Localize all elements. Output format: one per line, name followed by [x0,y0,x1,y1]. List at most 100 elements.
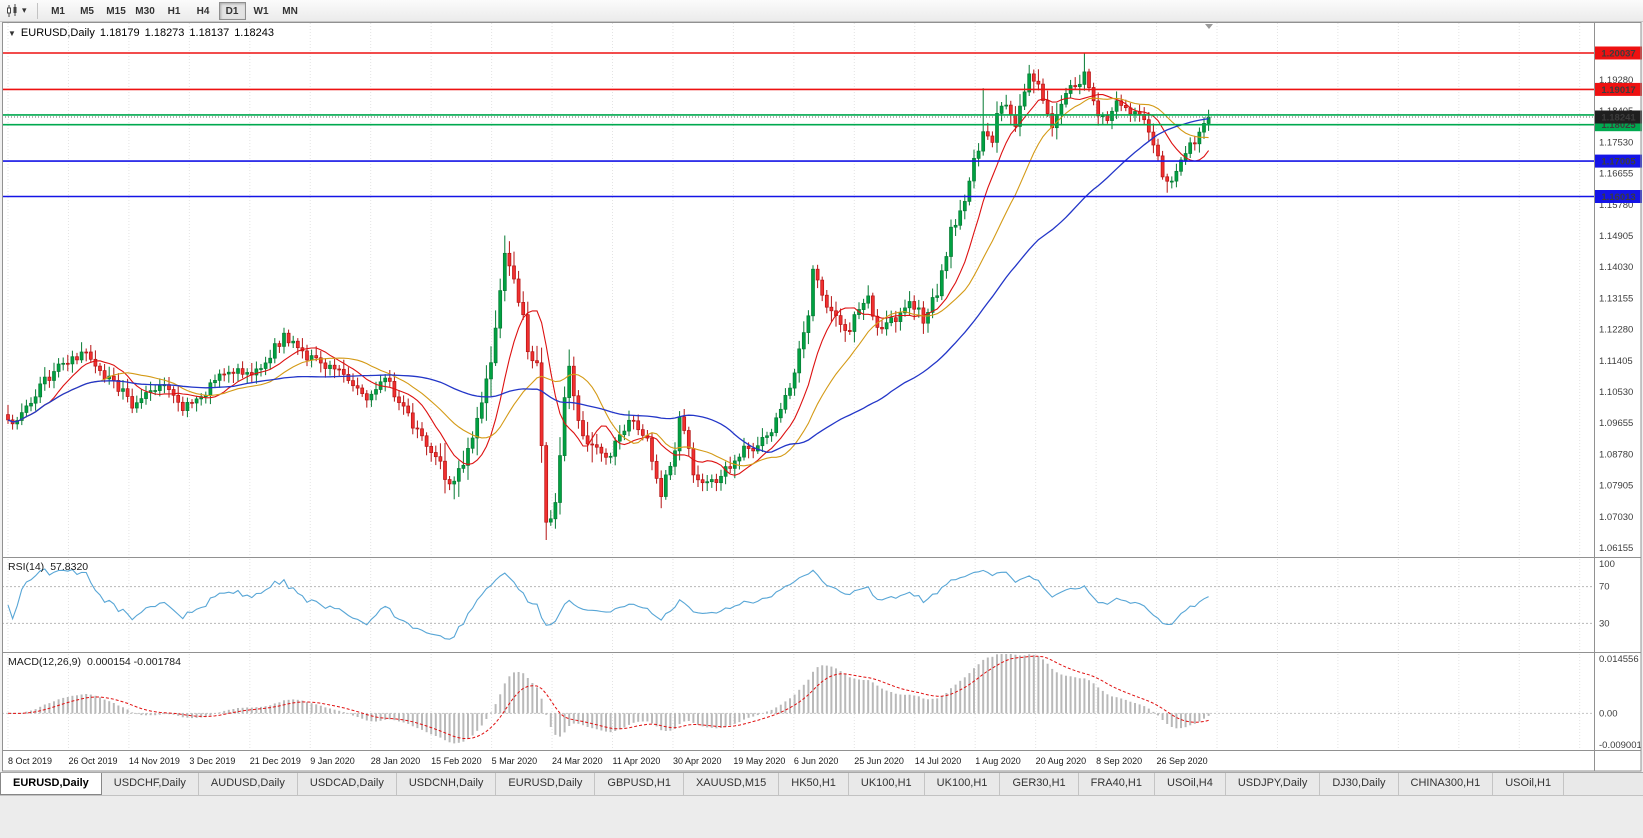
window-bottom-area [0,795,1643,838]
timeframe-button-mn[interactable]: MN [277,2,304,20]
chart-tab-usdcnh-daily[interactable]: USDCNH,Daily [397,773,497,795]
date-axis-label: 25 Jun 2020 [854,756,904,766]
ma-fast-line [7,93,1210,476]
macd-name: MACD(12,26,9) [8,656,81,668]
chart-border [2,22,1642,772]
price-axis-label: 1.08780 [1599,449,1633,460]
timeframe-button-w1[interactable]: W1 [248,2,275,20]
chart-tab-usoil-h4[interactable]: USOil,H4 [1155,773,1226,795]
date-axis-label: 6 Jun 2020 [793,756,839,766]
macd-axis-label: 0.014556 [1599,654,1639,665]
chart-tab-usoil-h1[interactable]: USOil,H1 [1493,773,1565,795]
date-axis-label: 20 Aug 2020 [1035,756,1087,766]
chart-tab-audusd-daily[interactable]: AUDUSD,Daily [199,773,298,795]
rsi-axis-label: 100 [1599,559,1615,570]
rsi-line [7,568,1209,640]
macd-indicator-title: MACD(12,26,9) 0.000154 -0.001784 [8,656,187,668]
price-tag [1595,110,1642,124]
date-axis-label: 24 Mar 2020 [552,756,603,766]
rsi-axis-label: 30 [1599,618,1610,629]
date-axis[interactable]: 8 Oct 2019 26 Oct 2019 14 Nov 2019 3 Dec 20… [0,751,1594,771]
timeframe-button-m1[interactable]: M1 [45,2,72,20]
grid [7,23,1581,750]
date-axis-label: 9 Jan 2020 [310,756,355,766]
macd-histogram [11,654,1210,744]
date-axis-label: 1 Aug 2020 [975,756,1021,766]
date-axis-label: 15 Feb 2020 [431,756,482,766]
price-axis-label: 1.11405 [1599,356,1633,367]
price-axis-label: 1.10530 [1599,387,1633,398]
price-tag-label: 1.18241 [1601,113,1636,124]
chart-tabs: EURUSD,Daily USDCHF,Daily AUDUSD,Daily USDC… [0,772,1643,795]
date-axis-label: 26 Oct 2019 [68,756,118,766]
ma-mid-line [7,97,1209,467]
macd-axis-label: 0.00 [1599,708,1618,719]
chart-tab-hk50-h1[interactable]: HK50,H1 [779,773,849,795]
macd-values: 0.000154 -0.001784 [86,656,181,668]
price-tag [1595,82,1642,96]
price-tag-label: 1.17005 [1601,157,1636,168]
price-axis-label: 1.07030 [1599,512,1633,523]
price-tag [1595,190,1642,203]
price-axis-label: 1.16655 [1599,169,1633,180]
candlestick-chart-icon[interactable] [5,3,20,18]
chart-symbol: EURUSD,Daily [20,27,95,39]
price-tag [1595,154,1642,168]
price-tag-label: 1.20037 [1601,49,1635,60]
timeframe-button-h4[interactable]: H4 [190,2,217,20]
rsi-value: 57.8320 [50,561,89,573]
chart-tab-eurusd-daily[interactable]: EURUSD,Daily [0,773,102,795]
rsi-indicator-title: RSI(14) 57.8320 [8,561,94,573]
price-axis-label: 1.15780 [1599,200,1633,211]
date-axis-label: 19 May 2020 [733,756,786,766]
chart-title: ▼ EURUSD,Daily 1.18179 1.18273 1.18137 1.1824… [8,27,279,39]
timeframe-button-m30[interactable]: M30 [132,2,159,20]
timeframe-buttons: M1 M5 M15 M30 H1 H4 D1 W1 MN [44,1,305,21]
date-axis-label: 28 Jan 2020 [370,756,421,766]
triangle-down-icon[interactable]: ▼ [8,29,16,38]
timeframe-button-d1[interactable]: D1 [218,2,246,21]
chevron-down-icon[interactable]: ▾ [22,5,27,15]
date-axis-label: 5 Mar 2020 [491,756,538,766]
chart-tab-ger30-h1[interactable]: GER30,H1 [1000,773,1079,795]
chart-tab-fra40-h1[interactable]: FRA40,H1 [1079,773,1155,795]
price-tag-label: 1.16013 [1601,192,1635,203]
chart-tab-eurusd-daily[interactable]: EURUSD,Daily [496,773,596,795]
chart-tab-uk100-h1[interactable]: UK100,H1 [925,773,1001,795]
price-axis-label: 1.06155 [1599,543,1633,554]
date-axis-label: 8 Sep 2020 [1096,756,1143,766]
chart-tab-uk100-h1[interactable]: UK100,H1 [849,773,925,795]
date-axis-label: 14 Nov 2019 [128,756,180,766]
price-tag-label: 1.19017 [1601,85,1635,96]
rsi-name: RSI(14) [8,561,45,573]
date-axis-label: 11 Apr 2020 [612,756,661,766]
price-axis-label: 1.12280 [1599,325,1633,336]
chart-tab-usdcad-daily[interactable]: USDCAD,Daily [298,773,397,795]
timeframe-button-m5[interactable]: M5 [74,2,101,20]
chart-tab-gbpusd-h1[interactable]: GBPUSD,H1 [595,773,684,795]
price-axis-label: 1.07905 [1599,481,1633,492]
chart-tab-xauusd-m15[interactable]: XAUUSD,M15 [684,773,780,795]
price-axis-label: 1.17530 [1599,137,1633,148]
price-axis-label: 1.09655 [1599,418,1633,429]
chart-tab-china300-h1[interactable]: CHINA300,H1 [1399,773,1494,795]
date-axis-label: 8 Oct 2019 [8,756,53,766]
chart-shift-marker[interactable] [1205,24,1213,29]
price-tag [1595,46,1642,60]
macd-signal-line [7,655,1209,740]
date-axis-label: 14 Jul 2020 [914,756,962,766]
date-axis-label: 30 Apr 2020 [672,756,722,766]
date-axis-label: 21 Dec 2019 [249,756,301,766]
chart-tab-dj30-daily[interactable]: DJ30,Daily [1320,773,1399,795]
chart-tab-usdjpy-daily[interactable]: USDJPY,Daily [1226,773,1321,795]
price-axis-label: 1.13155 [1599,293,1633,304]
timeframe-button-h1[interactable]: H1 [161,2,188,20]
chart-tab-usdchf-daily[interactable]: USDCHF,Daily [102,773,199,795]
price-axis-label: 1.14030 [1599,262,1633,273]
timeframe-button-m15[interactable]: M15 [103,2,130,20]
ohlc-close: 1.18243 [234,27,274,39]
ohlc-open: 1.18179 [99,27,140,39]
rsi-axis-label: 70 [1599,582,1610,593]
date-axis-label: 26 Sep 2020 [1156,756,1208,766]
